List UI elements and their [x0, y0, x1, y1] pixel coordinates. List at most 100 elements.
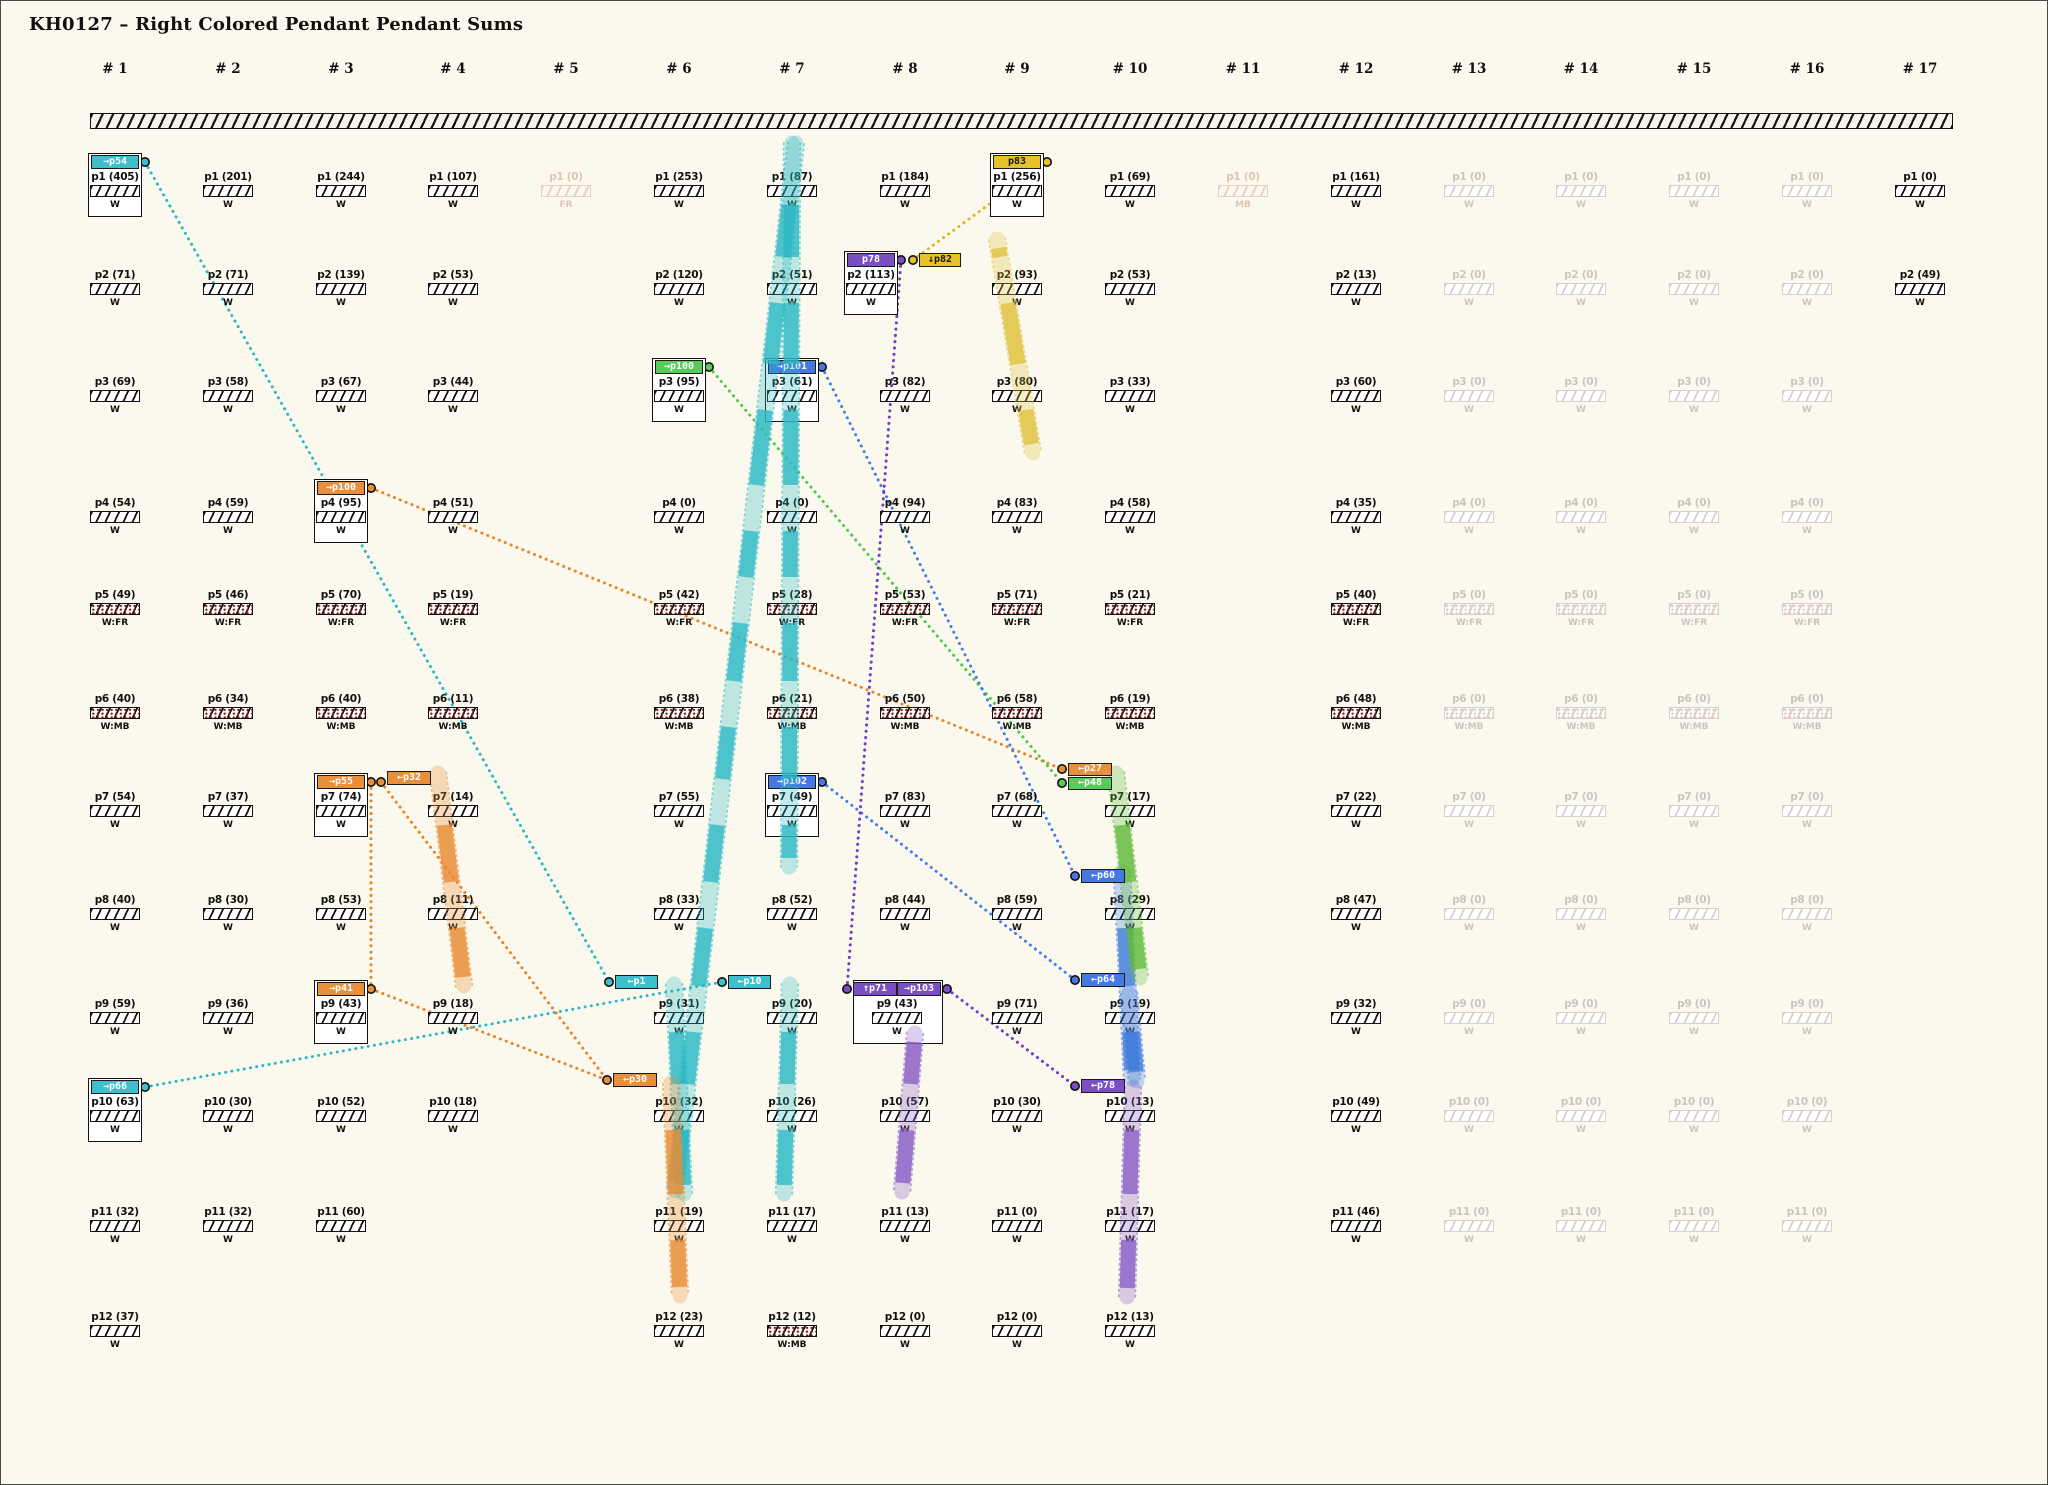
cell-bar [203, 1220, 253, 1232]
floating-badge: ←p60 [1081, 869, 1125, 883]
connector-dot [703, 361, 714, 372]
cell-bar [1556, 707, 1606, 719]
cell-label: p10 (0) [1786, 1096, 1828, 1108]
cell-bar [1782, 283, 1832, 295]
cell-yarn-label: W [1802, 200, 1812, 210]
cell-bar [1782, 603, 1832, 615]
cell-bar [203, 908, 253, 920]
cell-yarn-label: W [110, 526, 120, 536]
cell-bar [992, 1325, 1042, 1337]
cell-yarn-label: W [336, 298, 346, 308]
cell-yarn-label: W [1125, 820, 1135, 830]
cell-bar [1556, 603, 1606, 615]
cell-yarn-label: W [1125, 923, 1135, 933]
cell-bar [767, 908, 817, 920]
cell-label: p7 (54) [94, 791, 136, 803]
cell-yarn-label: W [1351, 1027, 1361, 1037]
cell-label: p7 (55) [658, 791, 700, 803]
cell-yarn-label: W [336, 200, 346, 210]
cell-label: p10 (63) [91, 1096, 139, 1108]
ribbon-dark-segment [763, 302, 785, 365]
cell-yarn-label: W [336, 1027, 346, 1037]
cell-yarn-label: W [110, 1125, 120, 1135]
cell-yarn-label: W [1012, 526, 1022, 536]
cell-bar [428, 1110, 478, 1122]
cell-yarn-label: W [1351, 526, 1361, 536]
cell-bar [316, 805, 366, 817]
cell-yarn-label: W [1125, 1235, 1135, 1245]
cell-yarn-label: W [1012, 1340, 1022, 1350]
cell-yarn-label: W [1125, 298, 1135, 308]
cell-yarn-label: W:MB [438, 722, 468, 732]
cell-label: p9 (43) [876, 998, 918, 1010]
cell-bar [1444, 603, 1494, 615]
cell-label: p3 (67) [320, 376, 362, 388]
cell-yarn-label: W [1012, 405, 1022, 415]
cell-yarn-label: W [1689, 1027, 1699, 1037]
connector-dot [140, 157, 151, 168]
cell-label: p8 (33) [658, 894, 700, 906]
ribbon-dark-segment [1125, 1031, 1144, 1073]
cell-label: p12 (23) [655, 1311, 703, 1323]
cell-bar [1331, 908, 1381, 920]
cell-yarn-label: W [1689, 298, 1699, 308]
cell-bar [1895, 185, 1945, 197]
cell-label: p5 (40) [1335, 589, 1377, 601]
cell-yarn-label: W [1689, 1125, 1699, 1135]
cell-yarn-label: W [1576, 200, 1586, 210]
cell-yarn-label: W [674, 405, 684, 415]
ribbon-dark-segment [715, 726, 737, 780]
cell-bar [1105, 805, 1155, 817]
ribbon-dark-segment [1126, 927, 1147, 970]
cell-yarn-label: W [336, 820, 346, 830]
ribbon-dark-segment [673, 1129, 692, 1186]
cell-yarn-label: W [1125, 1340, 1135, 1350]
cell-label: p11 (13) [881, 1206, 929, 1218]
cell-bar [654, 185, 704, 197]
cell-label: p1 (0) [1790, 171, 1824, 183]
cell-bar [767, 283, 817, 295]
value-badge: →p55 [317, 775, 365, 789]
cell-yarn-label: W [1802, 526, 1812, 536]
cell-label: p10 (18) [429, 1096, 477, 1108]
cell-label: p10 (32) [655, 1096, 703, 1108]
connector-dot [816, 776, 827, 787]
connector-dot [941, 983, 952, 994]
cell-yarn-label: W [1351, 820, 1361, 830]
cell-yarn-label: W:FR [665, 618, 693, 628]
cell-bar [1105, 603, 1155, 615]
cell-label: p2 (120) [655, 269, 703, 281]
cell-label: p8 (0) [1790, 894, 1824, 906]
cell-bar [1669, 511, 1719, 523]
cell-bar [1105, 1220, 1155, 1232]
cell-bar [767, 390, 817, 402]
cell-label: p7 (0) [1564, 791, 1598, 803]
cell-bar [428, 908, 478, 920]
cell-label: p3 (44) [432, 376, 474, 388]
column-header: # 12 [1338, 61, 1374, 77]
cell-bar [316, 283, 366, 295]
cell-label: p4 (0) [662, 497, 696, 509]
column-header: # 3 [328, 61, 354, 77]
cell-yarn-label: W [448, 200, 458, 210]
cell-yarn-label: W:FR [327, 618, 355, 628]
cell-label: p12 (0) [996, 1311, 1038, 1323]
cell-yarn-label: W:MB [1792, 722, 1822, 732]
cell-yarn-label: W [1802, 1027, 1812, 1037]
value-badge: →p101 [768, 360, 816, 374]
cell-bar [1331, 707, 1381, 719]
cell-label: p1 (256) [993, 171, 1041, 183]
cell-label: p9 (18) [432, 998, 474, 1010]
cell-bar [1105, 283, 1155, 295]
cell-bar [767, 1012, 817, 1024]
cell-bar [992, 707, 1042, 719]
cell-label: p4 (83) [996, 497, 1038, 509]
cell-bar [1556, 1110, 1606, 1122]
cell-yarn-label: W [1012, 200, 1022, 210]
cell-label: p2 (71) [94, 269, 136, 281]
cell-yarn-label: W [787, 200, 797, 210]
cell-label: p5 (46) [207, 589, 249, 601]
cell-label: p10 (13) [1106, 1096, 1154, 1108]
cell-bar [203, 1012, 253, 1024]
cell-yarn-label: W [787, 405, 797, 415]
